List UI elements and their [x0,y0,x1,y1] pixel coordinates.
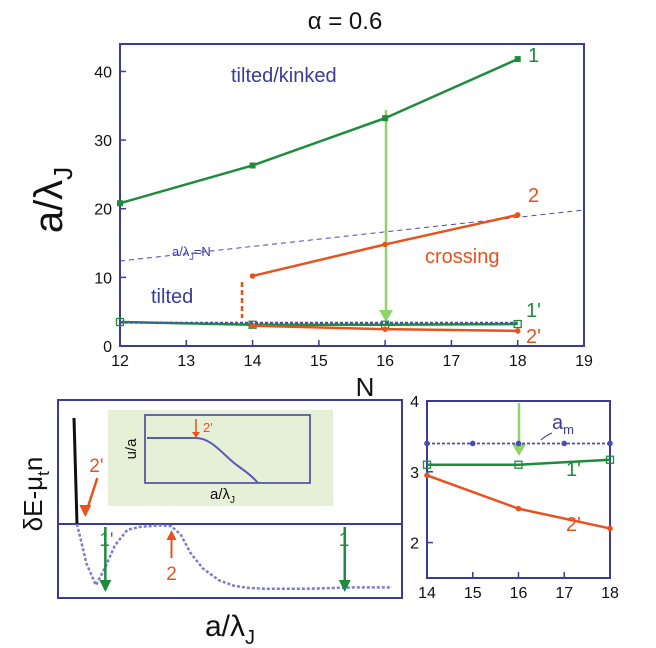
x-tick-label: 18 [509,353,527,370]
inset-curve [147,437,259,484]
data-point [422,460,432,469]
label-series-1-prime: 1' [526,300,541,322]
main-y-axis: 0 10 20 30 40 [94,64,126,356]
y-tick-label: 40 [94,64,112,81]
data-point [382,115,389,122]
data-point [117,200,123,207]
zoom-label-2-prime: 2' [566,514,581,536]
data-point [424,472,430,479]
data-point [514,328,521,334]
data-point [115,317,125,327]
annotation-crossing: crossing [425,246,499,268]
energy-x-axis-label: a/λJ [205,610,255,648]
annotation-tilted: tilted [151,286,193,308]
y-tick-label: 2 [410,536,419,553]
main-plot-frame [119,43,585,347]
label-series-2: 2 [528,185,539,207]
data-point [515,505,522,512]
x-tick-label: 14 [418,585,436,602]
main-x-axis: 12 13 14 15 16 17 18 19 [111,340,593,370]
data-point [513,319,522,329]
data-point [605,455,615,464]
zoom-label-1-prime: 1' [566,459,581,481]
energy-chart: 2' 1' 2 1 2' u/a a/λJ a/λJ δE-μtn [18,399,403,648]
data-point [469,440,476,447]
reference-line-label: a/λJ=N [172,244,211,262]
transition-arrow-head [379,310,393,322]
zoom-chart: 14 15 16 17 18 2 3 4 am 1' 2' [410,394,619,602]
data-point [249,162,256,169]
x-tick-label: 15 [464,585,482,602]
inset-y-axis-label: u/a [123,438,140,460]
series-line-1 [119,57,519,205]
x-tick-label: 14 [244,353,262,370]
data-point [382,326,388,332]
energy-marker-arrowhead [99,580,112,592]
y-tick-label: 30 [94,133,112,150]
x-tick-label: 15 [310,353,328,370]
x-tick-label: 16 [510,585,528,602]
x-tick-label: 17 [555,585,573,602]
series-line-1' [427,458,611,466]
data-point [514,56,521,63]
series-line-1' [119,320,518,326]
energy-marker-arrowhead [79,505,92,517]
x-tick-label: 13 [177,353,195,370]
data-point [249,322,256,329]
energy-curve [75,523,392,591]
data-point [561,440,568,447]
zoom-y-axis: 2 3 4 [410,394,433,553]
x-tick-label: 17 [443,353,461,370]
data-point [607,440,613,447]
energy-marker-label: 1 [339,530,350,551]
zoom-label-a-m: am [552,412,574,437]
annotation-tilted-kinked: tilted/kinked [231,65,337,87]
y-tick-label: 20 [94,202,112,219]
y-tick-label: 10 [94,270,112,287]
data-point [607,525,613,532]
main-series [115,56,522,334]
inset-panel: 2' u/a a/λJ [108,410,333,506]
energy-marker-label: 2 [166,564,177,585]
y-tick-label: 0 [103,339,112,356]
data-point [249,273,256,279]
data-point [514,460,523,469]
inset-marker-label: 2' [203,420,213,435]
energy-marker-arrowhead [166,530,177,540]
data-point [515,440,522,447]
inset-arrow-head [192,432,200,438]
figure-title: α = 0.6 [308,8,383,35]
x-tick-label: 12 [111,353,129,370]
zoom-label-a-m-pointer [540,432,553,441]
x-tick-label: 16 [376,353,394,370]
data-point [424,440,430,447]
energy-y-axis-label: δE-μtn [18,457,53,532]
data-point [382,241,388,248]
y-tick-label: 4 [410,394,419,411]
data-point [514,212,521,218]
y-tick-label: 3 [410,465,419,482]
main-y-axis-label: a/λJ [27,167,78,233]
energy-steep-line [72,417,79,525]
label-series-1: 1 [528,45,539,67]
energy-marker-label: 2' [89,456,103,477]
x-tick-label: 18 [601,585,619,602]
inset-frame [144,414,311,484]
series-line-2' [426,474,611,530]
zoom-x-axis: 14 15 16 17 18 [418,572,619,602]
zoom-transition-arrow-head [512,444,526,456]
energy-marker-label: 1' [99,530,113,551]
label-series-2-prime: 2' [526,326,541,348]
x-tick-label: 19 [575,353,593,370]
energy-plot-frame [57,399,403,599]
zoom-series [422,440,615,532]
energy-marker-arrowhead [338,580,351,592]
main-x-axis-label: N [356,372,375,402]
energy-markers: 2' 1' 2 1 [79,456,351,592]
inset-x-axis-label: a/λJ [210,486,235,506]
